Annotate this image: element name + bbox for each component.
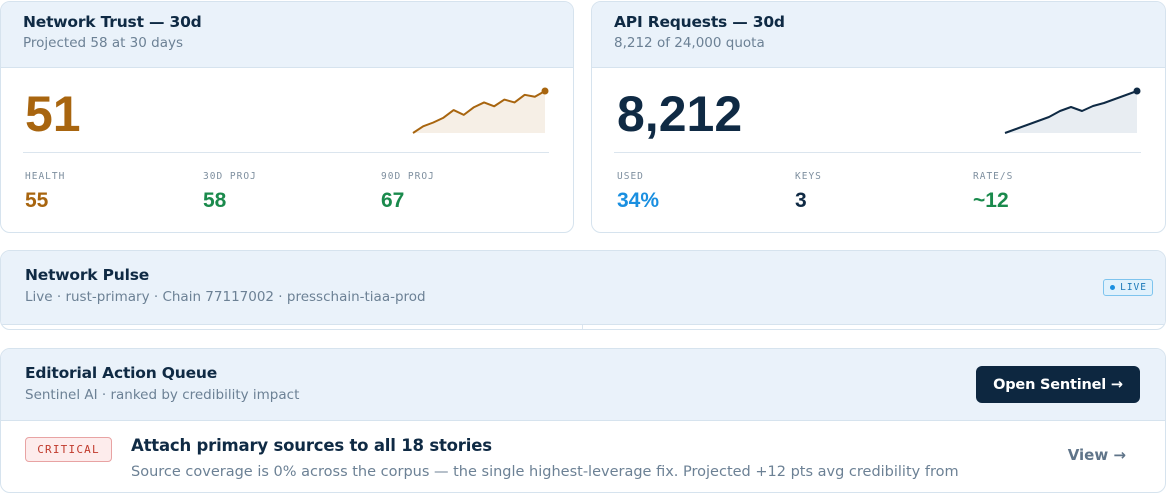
api-requests-subtitle: 8,212 of 24,000 quota bbox=[614, 35, 765, 51]
trust-spark-area bbox=[413, 91, 545, 133]
proj-30d-value: 58 bbox=[203, 189, 227, 212]
proj-90d-value: 67 bbox=[381, 189, 405, 212]
network-trust-value: 51 bbox=[25, 86, 81, 142]
network-pulse-subtitle: Live · rust-primary · Chain 77117002 · p… bbox=[25, 289, 426, 305]
health-value: 55 bbox=[25, 189, 49, 212]
network-pulse-card: Network Pulse Live · rust-primary · Chai… bbox=[0, 250, 1166, 330]
rate-label: RATE/S bbox=[973, 171, 1014, 182]
api-requests-value: 8,212 bbox=[617, 86, 743, 142]
api-spark-end-dot bbox=[1133, 87, 1141, 95]
proj-30d-label: 30D PROJ bbox=[203, 171, 257, 182]
used-value: 34% bbox=[617, 189, 660, 212]
network-trust-header: Network Trust — 30d Projected 58 at 30 d… bbox=[1, 2, 573, 68]
network-trust-subtitle: Projected 58 at 30 days bbox=[23, 35, 184, 51]
health-label: HEALTH bbox=[25, 171, 66, 182]
network-pulse-title: Network Pulse bbox=[25, 266, 150, 284]
live-badge: LIVE bbox=[1103, 279, 1153, 296]
api-requests-card: API Requests — 30d 8,212 of 24,000 quota… bbox=[591, 1, 1166, 233]
api-requests-divider bbox=[614, 152, 1141, 153]
api-requests-title: API Requests — 30d bbox=[614, 13, 785, 31]
queue-item: CRITICAL Attach primary sources to all 1… bbox=[1, 421, 1165, 492]
editorial-queue-header: Editorial Action Queue Sentinel AI · ran… bbox=[1, 349, 1165, 421]
open-sentinel-button[interactable]: Open Sentinel → bbox=[976, 366, 1140, 403]
network-trust-divider bbox=[23, 152, 549, 153]
proj-90d-label: 90D PROJ bbox=[381, 171, 435, 182]
network-trust-title: Network Trust — 30d bbox=[23, 13, 202, 31]
editorial-queue-title: Editorial Action Queue bbox=[25, 364, 218, 382]
editorial-queue-subtitle: Sentinel AI · ranked by credibility impa… bbox=[25, 387, 300, 403]
used-label: USED bbox=[617, 171, 644, 182]
queue-item-description: Source coverage is 0% across the corpus … bbox=[131, 464, 959, 480]
api-requests-header: API Requests — 30d 8,212 of 24,000 quota bbox=[592, 2, 1165, 68]
live-dot-icon bbox=[1110, 285, 1116, 290]
keys-value: 3 bbox=[795, 189, 807, 212]
network-trust-sparkline bbox=[412, 87, 549, 134]
network-trust-card: Network Trust — 30d Projected 58 at 30 d… bbox=[0, 1, 574, 233]
editorial-queue-card: Editorial Action Queue Sentinel AI · ran… bbox=[0, 348, 1166, 493]
view-link[interactable]: View → bbox=[1067, 446, 1126, 464]
trust-spark-line bbox=[412, 90, 546, 134]
api-spark-area bbox=[1005, 91, 1137, 133]
keys-label: KEYS bbox=[795, 171, 822, 182]
api-requests-sparkline bbox=[1004, 87, 1141, 134]
network-pulse-header: Network Pulse Live · rust-primary · Chai… bbox=[1, 251, 1165, 325]
live-badge-label: LIVE bbox=[1120, 282, 1147, 293]
rate-value: ~12 bbox=[973, 189, 1009, 212]
pulse-column-divider bbox=[582, 325, 583, 329]
api-spark-line bbox=[1004, 90, 1138, 134]
queue-item-title: Attach primary sources to all 18 stories bbox=[131, 436, 492, 455]
severity-badge: CRITICAL bbox=[25, 437, 112, 462]
trust-spark-end-dot bbox=[541, 87, 549, 95]
